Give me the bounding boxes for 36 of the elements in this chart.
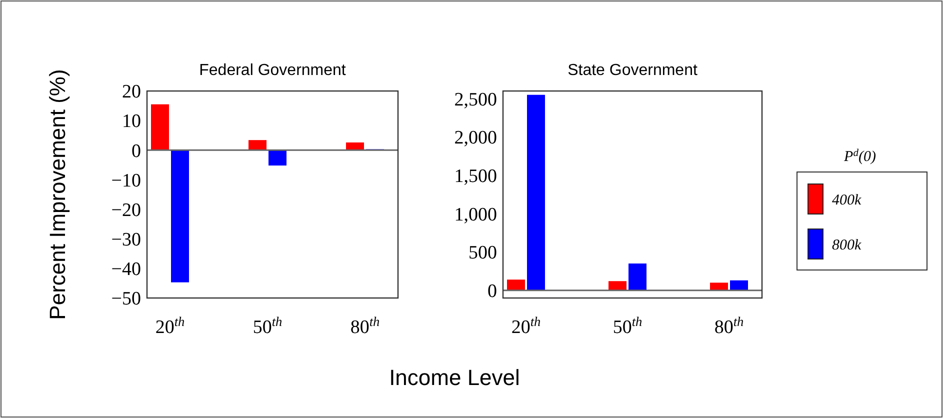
y-tick-label: −50 (111, 288, 141, 310)
bar (171, 150, 189, 282)
bar (248, 140, 266, 150)
y-tick-label: 0 (488, 280, 497, 302)
y-tick-label: 500 (468, 242, 497, 264)
x-tick-label: 50$^{th}$ (252, 314, 283, 338)
x-tick-label: 80$^{th}$ (350, 314, 380, 338)
chart-title: Federal Government (199, 62, 346, 79)
y-tick-label: −20 (111, 200, 141, 221)
x-tick-label: 50$^{th}$ (612, 314, 643, 338)
y-tick-label: 2,500 (454, 89, 497, 110)
x-axis-title: Income Level (389, 365, 520, 390)
chart-title: State Government (568, 62, 698, 79)
legend-title: P$^{d}$(0) (843, 148, 876, 165)
x-tick-label: 20$^{th}$ (511, 314, 542, 338)
bar (346, 142, 364, 150)
legend-label: 400k (832, 192, 862, 208)
x-tick-label: 80$^{th}$ (714, 314, 744, 338)
bar (268, 150, 286, 166)
legend-label: 800k (832, 237, 862, 254)
y-tick-label: −30 (111, 230, 141, 251)
bar (730, 280, 748, 290)
y-tick-label: 1,500 (454, 166, 497, 187)
y-tick-label: −10 (111, 170, 141, 192)
y-tick-label: −40 (111, 259, 141, 280)
y-tick-label: 0 (132, 140, 141, 162)
bar (527, 94, 545, 290)
bar (151, 104, 169, 150)
y-tick-label: 1,000 (454, 204, 497, 226)
x-tick-label: 20$^{th}$ (155, 314, 186, 338)
y-tick-label: 2,000 (454, 128, 497, 149)
bar (507, 280, 525, 290)
bar (628, 264, 646, 290)
y-tick-label: 20 (122, 82, 141, 103)
y-tick-label: 10 (122, 111, 141, 132)
y-axis-title: Percent Improvement (%) (45, 69, 70, 320)
